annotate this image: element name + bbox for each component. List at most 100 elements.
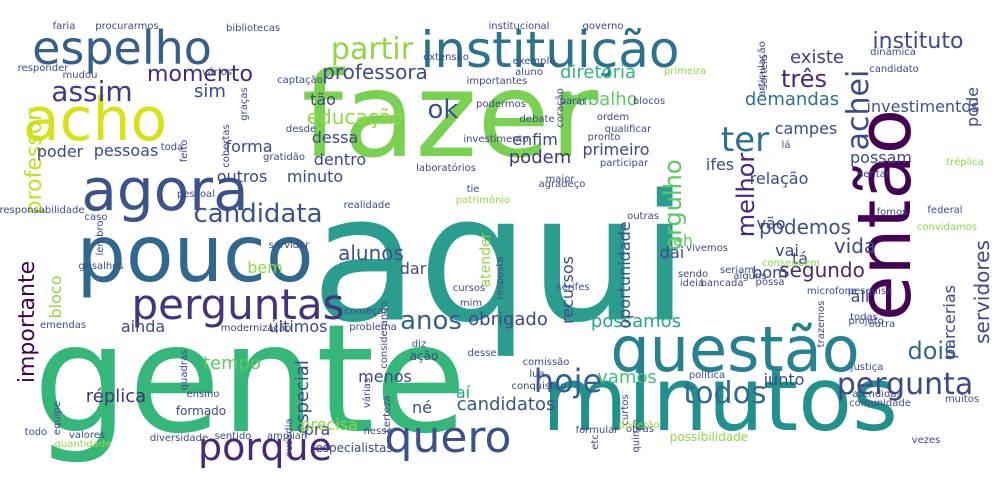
word-instituicao: instituição xyxy=(420,21,680,79)
word-coracao: coração xyxy=(555,88,566,128)
word-parar: parar xyxy=(559,96,587,107)
word-candidata: candidata xyxy=(193,199,323,229)
word-tempo: tempo xyxy=(202,353,262,374)
word-quadras: quadras xyxy=(179,349,190,391)
word-vida: vida xyxy=(833,234,877,258)
word-considerando: considerando xyxy=(379,301,390,369)
word-seriam: seriam xyxy=(719,265,755,276)
word-ta: tá xyxy=(791,249,809,268)
word-tres: três xyxy=(780,65,828,93)
word-quantidade: quantidade xyxy=(54,439,112,450)
word-poder: poder xyxy=(36,142,84,161)
word-sentido: sentido xyxy=(214,431,252,442)
word-acho: acho xyxy=(22,85,168,155)
word-nesse: nesse xyxy=(363,426,393,437)
word-politica: política xyxy=(688,370,726,381)
word-ordem: ordem xyxy=(596,112,630,123)
word-mim: mim xyxy=(459,298,483,309)
word-extensao: extensão xyxy=(423,52,469,63)
word-replica: réplica xyxy=(85,386,147,407)
word-relacao: relação xyxy=(749,169,809,188)
word-diversidade: diversidade xyxy=(149,433,209,444)
word-responder: responder xyxy=(17,63,69,74)
word-vezes: vezes xyxy=(911,435,941,446)
word-sentar: sentar xyxy=(858,169,890,180)
word-possam: possam xyxy=(849,148,913,167)
word-caso: caso xyxy=(84,212,108,223)
word-atendidas: atendidas xyxy=(852,389,902,400)
word-vao: vão xyxy=(756,214,786,233)
word-alunos: alunos xyxy=(338,241,404,265)
word-participar: participar xyxy=(599,158,649,169)
word-realidade: realidade xyxy=(343,200,391,211)
word-conquistou: conquistou xyxy=(511,381,567,392)
word-formado: formado xyxy=(175,404,227,418)
word-dois: dois xyxy=(907,337,957,365)
word-bloco: bloco xyxy=(46,275,65,319)
word-ok: ok xyxy=(427,95,459,125)
word-todos: todos xyxy=(683,376,767,411)
word-candidatos: candidatos xyxy=(456,394,556,415)
word-oportunidade: oportunidade xyxy=(615,221,634,329)
word-cobertas: cobertas xyxy=(221,124,232,168)
word-espelho: espelho xyxy=(32,21,212,75)
word-problema: problema xyxy=(349,322,397,333)
word-outros: outros xyxy=(216,167,268,186)
word-sim: sim xyxy=(194,81,226,102)
word-responsabilidade: responsabilidade xyxy=(0,205,85,216)
word-formular: formular xyxy=(575,425,619,436)
word-diz: diz xyxy=(411,339,427,350)
word-bom: bom xyxy=(752,263,788,282)
word-anos: anos xyxy=(400,306,462,336)
word-dinamica: dinâmica xyxy=(870,47,916,58)
word-junto: junto xyxy=(763,370,805,389)
word-serifes: serifes xyxy=(556,282,590,293)
word-ifes: ifes xyxy=(705,155,735,174)
word-assim: assim xyxy=(51,75,133,108)
word-ai: aí xyxy=(455,383,471,402)
word-atender: atender xyxy=(478,232,494,288)
word-minutos: minutos xyxy=(542,348,898,451)
word-possibilidade: possibilidade xyxy=(669,430,749,444)
word-possamos: possamos xyxy=(590,311,682,332)
word-pode: pode xyxy=(963,87,982,127)
word-candidato: candidato xyxy=(869,64,919,75)
word-valores: valores xyxy=(68,430,106,441)
word-aqui: aqui xyxy=(311,158,689,362)
word-governo: governo xyxy=(582,21,624,32)
word-bibliotecas: bibliotecas xyxy=(225,23,281,34)
word-vai: vai xyxy=(775,241,799,260)
word-maior: maior xyxy=(545,174,575,185)
word-educacao: educação xyxy=(306,105,404,129)
word-feito: feito xyxy=(179,139,190,163)
word-muitos: muitos xyxy=(944,394,980,405)
word-ampliar: ampliar xyxy=(266,431,306,442)
word-servidor: servidor xyxy=(268,240,310,251)
word-importantes: importantes xyxy=(466,76,528,87)
word-demandas: demandas xyxy=(744,89,840,110)
word-desde: desde xyxy=(285,124,317,135)
word-captacao: captação xyxy=(277,75,323,86)
word-obras: obras xyxy=(626,424,654,435)
word-investimentos: investimentos xyxy=(866,97,980,116)
word-bem: bem xyxy=(247,258,283,277)
word-investimento: investimento xyxy=(463,134,529,145)
word-todo: todo xyxy=(24,427,48,438)
word-eh: eh xyxy=(673,231,693,250)
word-dar: dar xyxy=(399,259,427,278)
word-vivemos: vivemos xyxy=(686,243,728,254)
word-forma: forma xyxy=(225,137,273,156)
word-dai: dai xyxy=(659,243,685,262)
word-la: lá xyxy=(781,140,791,151)
word-modernizacao: modernização xyxy=(220,323,292,334)
word-minuto: minuto xyxy=(286,167,344,186)
word-ainda: ainda xyxy=(120,317,166,336)
word-agora: agora xyxy=(81,156,249,224)
word-lembro: lembro xyxy=(95,220,106,256)
word-convidamos: convidamos xyxy=(916,222,978,233)
word-professora: professora xyxy=(322,60,428,84)
word-microfone: microfone xyxy=(806,286,858,297)
word-poderao: poderão xyxy=(618,420,660,431)
word-toda: toda xyxy=(160,142,184,153)
